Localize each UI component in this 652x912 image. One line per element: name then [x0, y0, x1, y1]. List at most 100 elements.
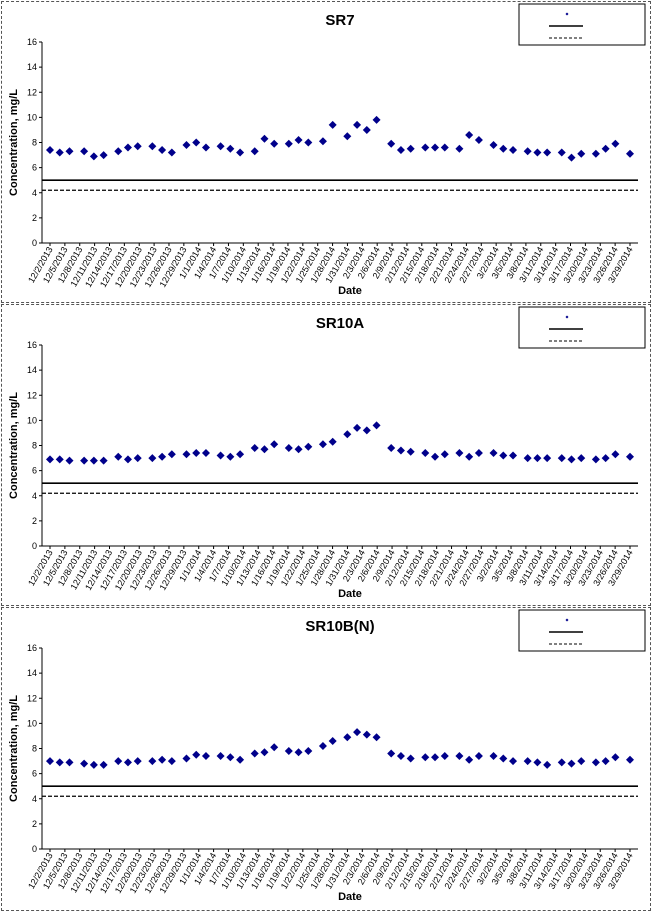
data-point: [65, 147, 74, 156]
y-tick-label: 10: [27, 415, 37, 425]
data-point: [557, 454, 566, 463]
data-point: [114, 147, 123, 156]
data-point: [567, 153, 576, 162]
data-point: [192, 449, 201, 458]
data-point: [353, 423, 362, 432]
data-point: [577, 454, 586, 463]
data-point: [387, 749, 396, 758]
data-point: [523, 757, 532, 766]
data-point: [270, 440, 279, 449]
data-point: [387, 139, 396, 148]
data-point: [543, 148, 552, 157]
data-point: [216, 451, 225, 460]
data-point: [158, 146, 167, 155]
data-point: [567, 759, 576, 768]
data-point: [489, 449, 498, 458]
data-point: [626, 149, 634, 158]
data-point: [533, 148, 542, 157]
data-point: [216, 142, 225, 151]
data-point: [270, 139, 279, 148]
chart-svg-sr10a: SR10A024681012141612/2/201312/5/201312/8…: [8, 306, 646, 600]
data-point: [455, 449, 464, 458]
data-point: [158, 452, 167, 461]
data-point: [318, 137, 327, 146]
data-point: [421, 143, 430, 152]
data-point: [372, 115, 381, 124]
data-point: [431, 143, 440, 152]
x-axis-label: Date: [338, 588, 362, 600]
data-point: [440, 450, 449, 459]
data-point: [421, 753, 430, 762]
data-point: [284, 444, 293, 453]
data-point: [167, 450, 176, 459]
data-point: [543, 454, 552, 463]
data-point: [499, 144, 508, 153]
data-point: [372, 733, 381, 742]
data-point: [216, 752, 225, 761]
y-tick-label: 8: [32, 441, 37, 451]
data-point: [601, 144, 610, 153]
data-point: [474, 135, 483, 144]
legend: [518, 3, 646, 46]
data-point: [123, 758, 132, 767]
y-tick-label: 2: [32, 819, 37, 829]
y-tick-label: 4: [32, 491, 37, 501]
data-point: [601, 757, 610, 766]
data-point: [591, 455, 600, 464]
data-point: [533, 454, 542, 463]
data-point: [148, 757, 157, 766]
data-point: [509, 451, 518, 460]
data-point: [284, 747, 293, 756]
data-point: [89, 456, 98, 465]
data-point: [201, 752, 210, 761]
data-point: [372, 421, 381, 430]
data-point: [99, 151, 108, 160]
y-tick-label: 16: [27, 340, 37, 350]
chart-panel-sr10a: SR10A 0 2 4 6 8 10 12 14 16 12/2/2013 12/5/2013 12/8…: [1, 304, 651, 606]
data-point: [626, 452, 634, 461]
data-point: [557, 758, 566, 767]
chart-panel-sr10bn: SR10B(N) 0 2 4 6 8 10 12 14 16 12/2/2013 12/5/2013 1…: [1, 607, 651, 911]
legend-box: [518, 3, 646, 46]
data-point: [611, 753, 620, 762]
data-point: [46, 455, 54, 464]
data-point: [46, 757, 54, 766]
y-tick-label: 8: [32, 138, 37, 148]
legend-box: [518, 609, 646, 652]
data-point: [304, 747, 313, 756]
y-tick-label: 0: [32, 238, 37, 248]
data-point: [226, 144, 235, 153]
data-point: [270, 743, 279, 752]
data-point: [89, 760, 98, 769]
data-point: [509, 757, 518, 766]
data-point: [611, 139, 620, 148]
data-point: [236, 755, 245, 764]
data-point: [557, 148, 566, 157]
data-point: [567, 455, 576, 464]
data-point: [304, 442, 313, 451]
data-point: [250, 749, 259, 758]
data-point: [226, 452, 235, 461]
data-point: [318, 440, 327, 449]
y-axis-label: Concentration, mg/L: [8, 89, 20, 196]
chart-panel-sr7: SR7 0 2 4 6 8 10 12 14 16 12/2/2013 12/5/2013 12/8/2…: [1, 1, 651, 303]
y-tick-label: 16: [27, 643, 37, 653]
data-point: [455, 144, 464, 153]
legend-marker-diamond: [565, 12, 569, 16]
x-axis-label: Date: [338, 285, 362, 297]
data-point: [455, 752, 464, 761]
data-point: [362, 730, 371, 739]
data-point: [406, 447, 415, 456]
data-point: [396, 446, 405, 455]
y-axis-label: Concentration, mg/L: [8, 392, 20, 499]
data-point: [148, 142, 157, 151]
data-point: [343, 733, 352, 742]
data-point: [328, 120, 337, 129]
data-point: [55, 455, 64, 464]
data-point: [523, 454, 532, 463]
data-point: [396, 752, 405, 761]
data-point: [577, 149, 586, 158]
data-point: [182, 754, 191, 763]
data-point: [474, 449, 483, 458]
y-axis-label: Concentration, mg/L: [8, 695, 20, 802]
